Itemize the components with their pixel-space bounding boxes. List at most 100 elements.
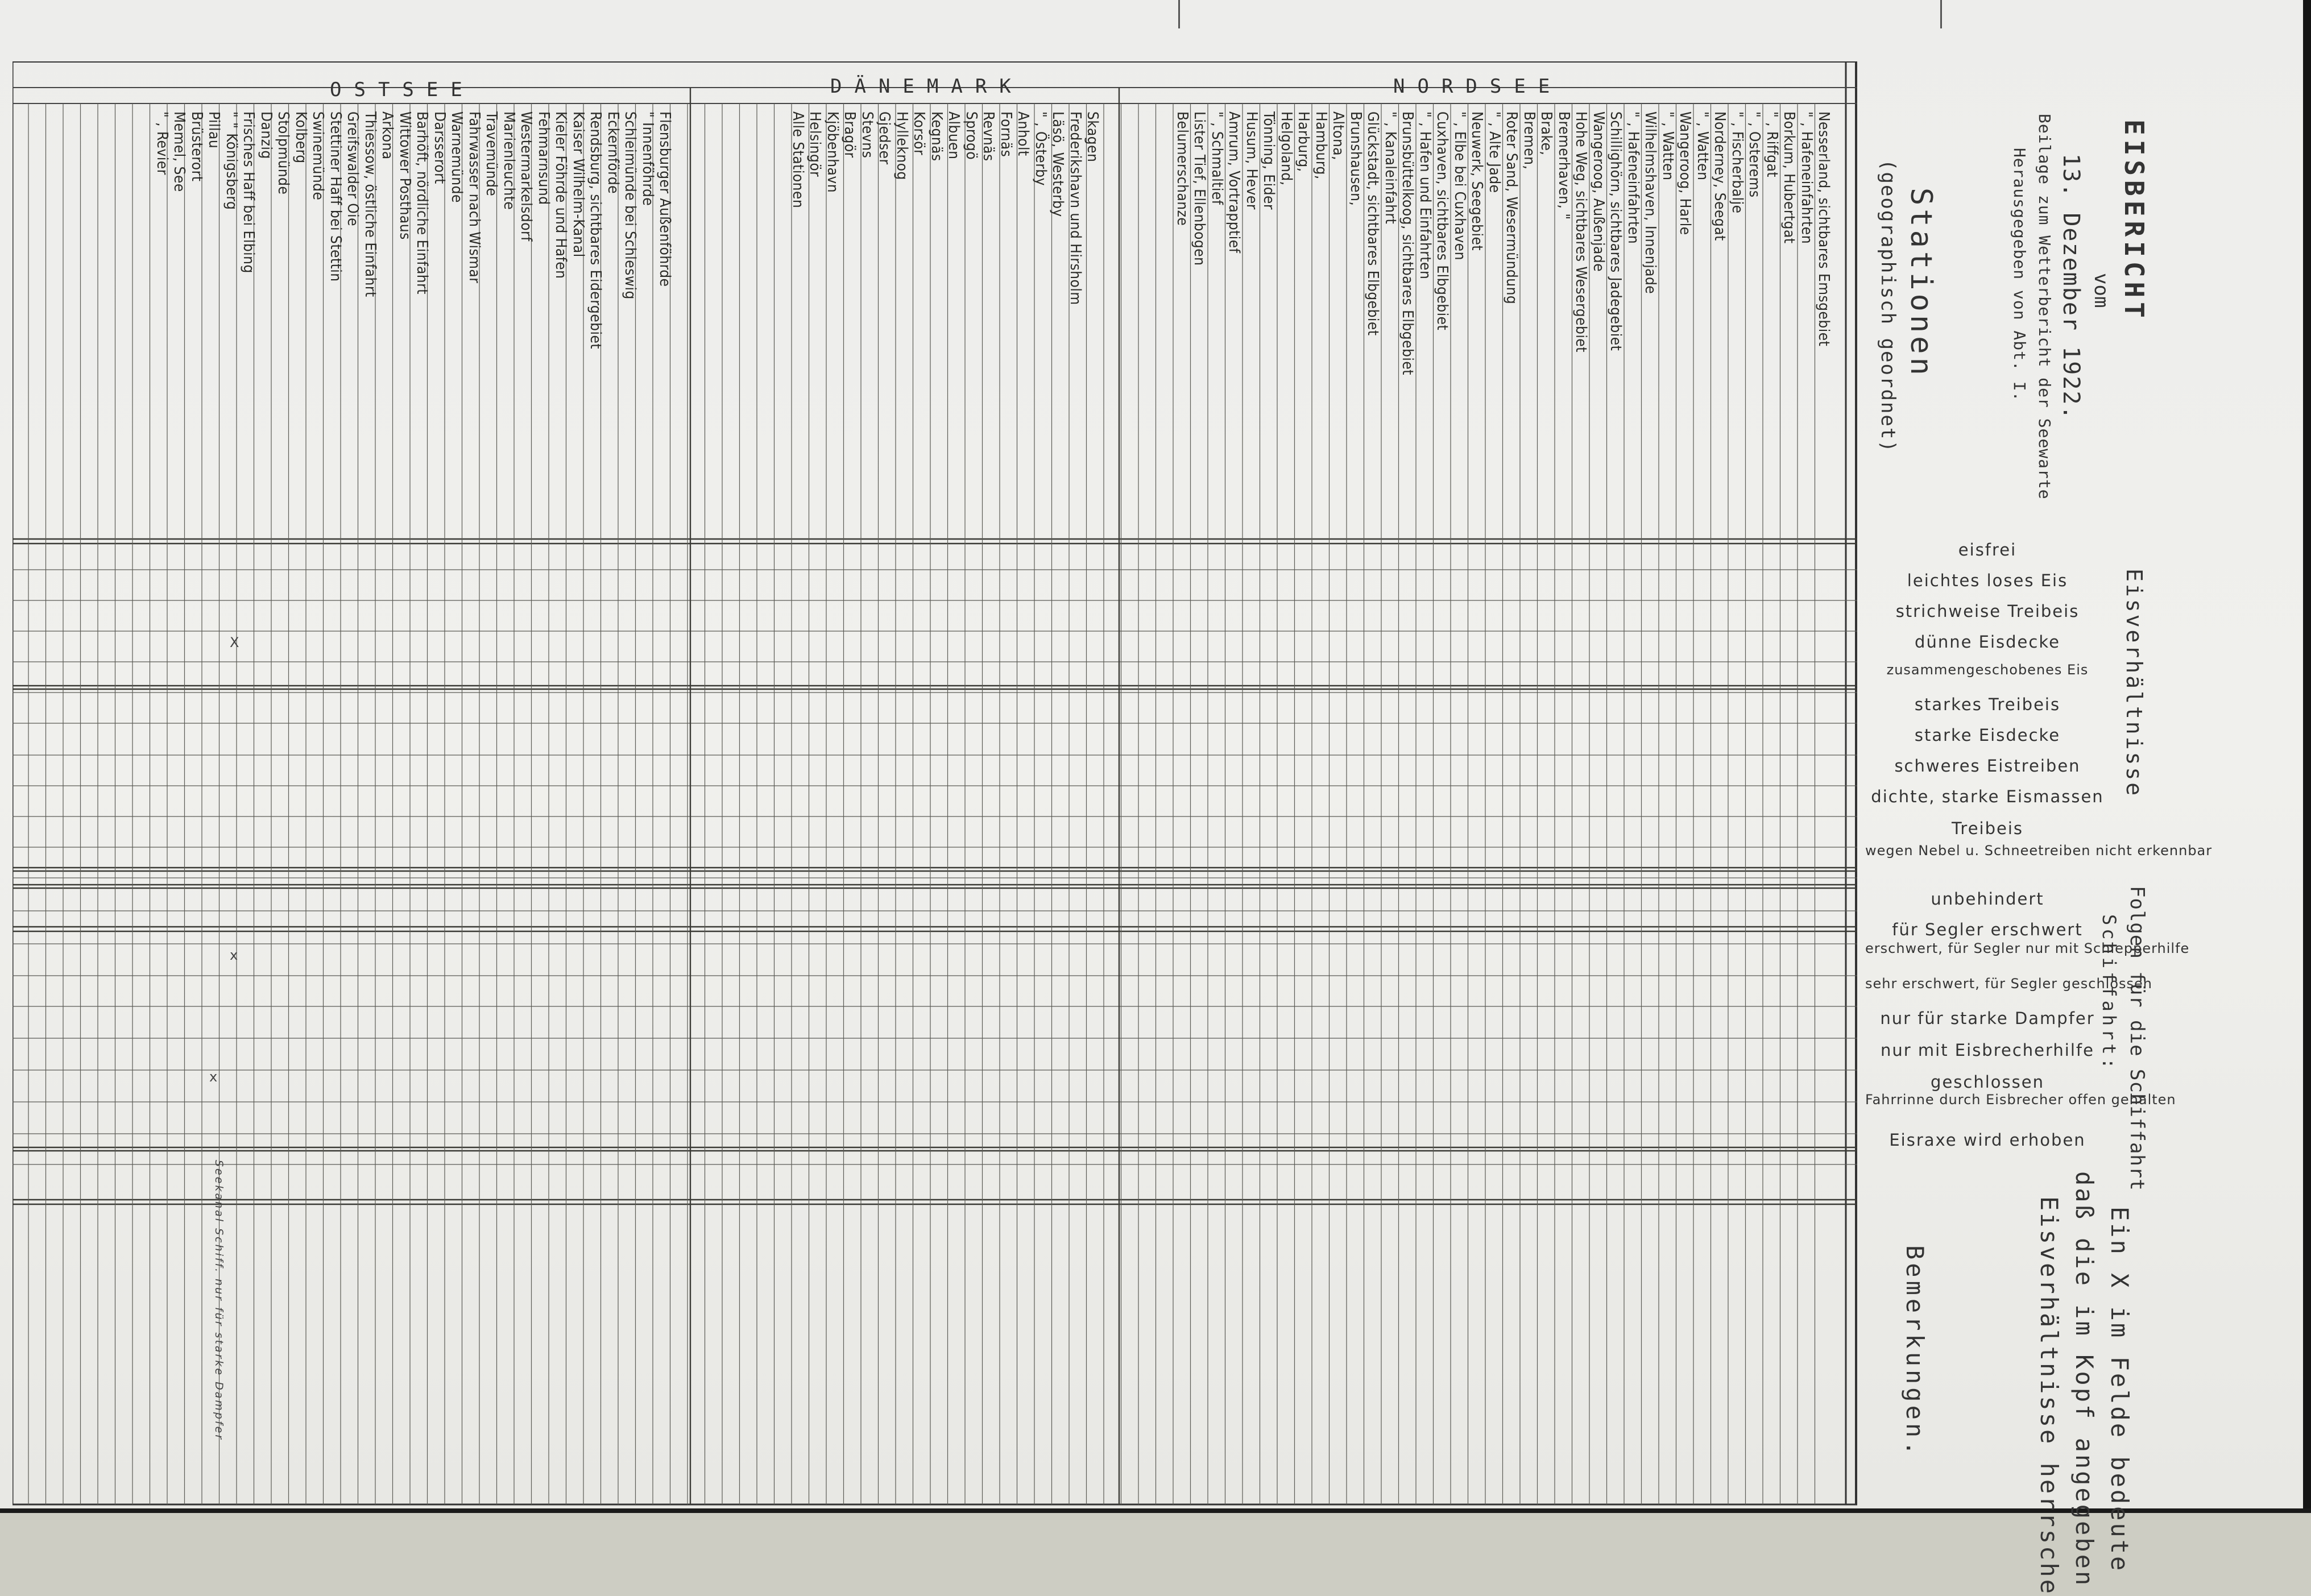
station-label: Nesserland, sichtbares Emsgebiet	[1815, 111, 1832, 347]
station-label: Brake,	[1538, 111, 1555, 156]
station-label: Neuwerk, Seegebiet	[1468, 111, 1485, 251]
ice-condition-label: starke Eisdecke	[1914, 726, 2061, 745]
station-label: Wangeroog, Außenjade	[1589, 111, 1607, 272]
shipping-label: unbehindert	[1931, 889, 2044, 909]
fold-mark	[1178, 0, 1180, 28]
ice-condition-label: wegen Nebel u. Schneetreiben nicht erken…	[1865, 843, 2213, 859]
station-label: " , Hafen und Einfahrten	[1416, 111, 1434, 280]
station-label: Korsör	[910, 111, 927, 156]
station-label: Albuen	[945, 111, 962, 160]
station-label: Brunshausen,	[1347, 111, 1364, 206]
station-label: Travemünde	[483, 111, 500, 197]
station-label: Thiessow, östliche Einfahrt	[361, 111, 379, 297]
ice-condition-label: eisfrei	[1958, 540, 2017, 559]
station-label: " , Schmaltief	[1208, 111, 1225, 205]
station-label: Kieler Föhrde und Hafen	[552, 111, 569, 279]
station-label: Swinemünde	[309, 111, 326, 201]
station-label: Schillighörn, sichtbares Jadegebiet	[1607, 111, 1624, 351]
shipping-label: nur für starke Dampfer	[1880, 1009, 2095, 1028]
station-label: Rendsburg, sichtbares Eidergebiet	[587, 111, 604, 350]
stations-subheading: (geographisch geordnet)	[1877, 159, 1899, 453]
station-label: Lister Tief, Ellenbogen	[1191, 111, 1208, 266]
ice-report-form	[13, 61, 1857, 1511]
station-label: Husum, Hever	[1243, 111, 1260, 210]
station-label: Fehmarnsund	[535, 111, 552, 205]
report-publisher: Herausgegeben von Abt. I.	[2010, 148, 2029, 402]
station-label: Alle Stationen	[789, 111, 806, 209]
region-daenemark: DÄNEMARK	[830, 75, 1024, 98]
stations-heading: Stationen	[1904, 188, 1938, 379]
station-label: Hohe Weg, sichtbares Wesergebiet	[1572, 111, 1589, 353]
station-label: Läsö, Westerby	[1049, 111, 1066, 217]
scan-edge-bottom	[0, 1508, 2311, 1513]
mark-x-koenigsberg-treibeis: X	[230, 635, 239, 650]
station-label: Wilhelmshaven, Innenjade	[1642, 111, 1659, 295]
station-label: Greifswalder Oie	[344, 111, 361, 227]
station-label: Altona,	[1330, 111, 1347, 161]
station-label: " , Fischerbalje	[1728, 111, 1746, 214]
explanation-line-2: daß die im Kopf angegeben	[2070, 1171, 2098, 1588]
shipping-label: nur mit Eisbrecherhilfe	[1881, 1040, 2094, 1060]
station-label: Helgoland,	[1277, 111, 1295, 186]
station-label: " , Hafeneinfahrten	[1798, 111, 1815, 244]
station-label: Harburg,	[1295, 111, 1312, 172]
ice-condition-label: dünne Eisdecke	[1915, 632, 2060, 652]
station-label: Darsserort	[430, 111, 448, 184]
station-label: Westermarkelsdorf	[517, 111, 535, 242]
station-label: Kjöbenhavn	[823, 111, 841, 193]
ice-condition-label: schweres Eistreiben	[1894, 756, 2081, 776]
station-label: Wittower Posthaus	[396, 111, 413, 240]
station-label: Frisches Haff bei Elbing	[240, 111, 257, 273]
ice-condition-label: dichte, starke Eismassen	[1871, 787, 2104, 806]
station-label: Stevns	[858, 111, 876, 159]
shipping-label: erschwert, für Segler nur mit Schlepperh…	[1865, 940, 2190, 956]
station-label: Revnäs	[980, 111, 997, 161]
station-label: Hylleknog	[893, 111, 910, 180]
station-label: Gjedser	[876, 111, 893, 165]
shipping-label: sehr erschwert, für Segler geschlossen	[1865, 976, 2153, 992]
explanation-line-3: Eisverhältnisse herrsche	[2035, 1196, 2063, 1596]
shipping-heading: Folgen für die Schiffahrt	[2126, 886, 2148, 1191]
region-ostsee: OSTSEE	[330, 78, 475, 101]
station-label: Pillau	[205, 111, 222, 149]
station-label: Marienleuchte	[500, 111, 517, 210]
fold-mark	[1940, 0, 1942, 28]
handwritten-remark: Seekanal Schiff. nur für starke Dampfer	[213, 1160, 225, 1441]
report-vom: vom	[2090, 273, 2113, 308]
shipping-label: Fahrrinne durch Eisbrecher offen gehalte…	[1865, 1092, 2176, 1108]
mark-x-koenigsberg-schlepperhilfe: x	[230, 947, 238, 963]
station-label: Brunsbüttelkoog, sichtbares Elbgebiet	[1399, 111, 1416, 375]
station-label: Anholt	[1014, 111, 1032, 156]
station-label: Flensburger Außenföhrde	[656, 111, 673, 287]
station-label: Eckernförde	[604, 111, 622, 194]
report-title: EISBERICHT	[2119, 119, 2150, 322]
station-label: Arkona	[379, 111, 396, 160]
station-label: " , Osterems	[1746, 111, 1763, 198]
station-label: Hamburg,	[1312, 111, 1330, 180]
station-label: Stettiner Haff bei Stettin	[326, 111, 344, 282]
station-label: Cuxhaven, sichtbares Elbgebiet	[1434, 111, 1451, 331]
station-label: Roter Sand, Wesermündung	[1503, 111, 1520, 305]
shipping-subheading: Schiffahrt:	[2098, 914, 2120, 1072]
station-label: " Innenföhrde	[639, 111, 656, 206]
shipping-label: für Segler erschwert	[1892, 920, 2083, 939]
station-label: Memel, See	[171, 111, 188, 192]
station-label: " , Watten	[1693, 111, 1711, 181]
station-label: " , Alte Jade	[1485, 111, 1503, 193]
station-label: Frederikshavn und Hirsholm	[1066, 111, 1084, 305]
mark-x-pillau-eisbrecher: x	[209, 1069, 218, 1085]
station-label: Fornäs	[997, 111, 1014, 157]
station-label: Kolberg	[292, 111, 309, 164]
station-label: " , Riffgat	[1763, 111, 1780, 178]
station-label: Norderney, Seegat	[1711, 111, 1728, 241]
station-label: Borkum, Hubertgat	[1780, 111, 1798, 244]
shipping-label: geschlossen	[1931, 1072, 2044, 1092]
station-label: Sprogö	[962, 111, 980, 160]
shipping-label: Eisraxe wird erhoben	[1889, 1130, 2086, 1150]
station-label: Bremerhaven, "	[1555, 111, 1572, 220]
ice-condition-label: starkes Treibeis	[1914, 695, 2061, 714]
ice-conditions-heading: Eisverhältnisse	[2122, 569, 2147, 798]
station-label: " , Hafeneinfahrten	[1624, 111, 1642, 244]
station-label: " " Königsberg	[222, 111, 240, 210]
ice-condition-label: leichtes loses Eis	[1907, 571, 2068, 590]
